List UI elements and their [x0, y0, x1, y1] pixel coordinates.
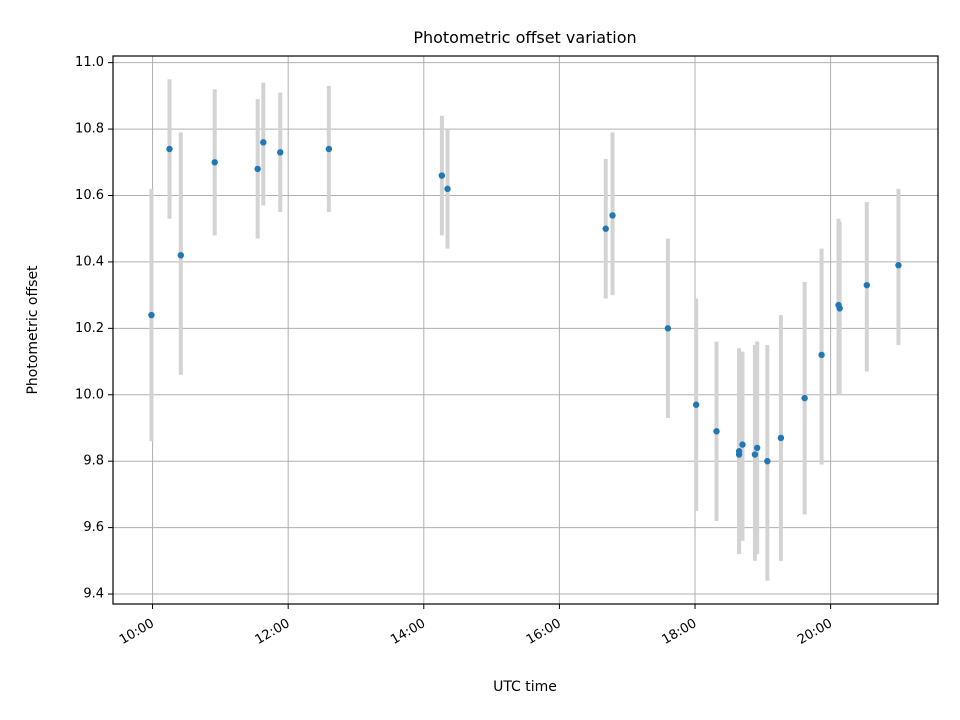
data-point [836, 305, 843, 312]
data-point [602, 225, 609, 232]
data-point [751, 451, 759, 458]
x-axis-label: UTC time [493, 679, 557, 695]
data-point [166, 145, 173, 153]
y-tick-label: 10.8 [75, 122, 104, 137]
data-point [325, 145, 333, 153]
data-points [148, 139, 902, 465]
data-point [777, 434, 785, 442]
y-tick-label: 10.4 [75, 254, 104, 269]
y-tick-label: 9.8 [83, 454, 104, 469]
y-tick-label: 10.6 [75, 188, 104, 203]
chart-title: Photometric offset variation [413, 28, 636, 47]
y-tick-label: 11.0 [75, 55, 104, 70]
data-point [177, 252, 185, 259]
y-tick-label: 10.2 [75, 321, 104, 336]
data-point [739, 441, 746, 448]
data-point [664, 325, 672, 332]
data-point [692, 401, 700, 408]
data-point [211, 159, 218, 166]
data-point [895, 262, 902, 269]
data-point [277, 149, 284, 156]
data-point [260, 139, 267, 146]
plot-frame [112, 55, 939, 605]
y-axis-label: Photometric offset [25, 265, 41, 395]
data-point [148, 311, 155, 319]
data-point [254, 165, 261, 173]
data-point [764, 457, 771, 465]
data-point [713, 428, 720, 435]
y-axis-ticks: 9.4 9.6 9.8 10.0 10.2 10.4 10.6 10.8 11.0 [75, 55, 113, 602]
y-tick-label: 9.6 [83, 520, 104, 535]
data-point [609, 212, 616, 219]
data-point [818, 351, 825, 359]
data-point [438, 172, 446, 179]
y-tick-label: 10.0 [75, 387, 104, 402]
data-point [444, 185, 451, 193]
data-point [735, 448, 743, 455]
data-point [753, 444, 761, 452]
data-point [863, 281, 871, 289]
data-point [801, 394, 808, 402]
y-tick-label: 9.4 [83, 587, 104, 602]
